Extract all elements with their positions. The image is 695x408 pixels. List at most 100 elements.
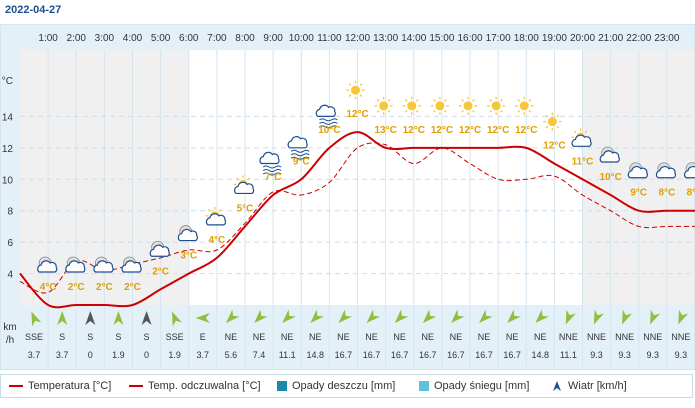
y-axis-label: °C: [2, 76, 13, 87]
wind-speed-label: 14.8: [307, 350, 325, 360]
x-tick-label: 7:00: [207, 33, 227, 44]
temperature-point-label: 2°C: [124, 282, 141, 293]
wind-arrow-icon: [282, 309, 296, 323]
wind-direction-label: NE: [281, 332, 294, 342]
wind-arrow-icon: [394, 309, 409, 323]
x-tick-label: 13:00: [373, 33, 398, 44]
wind-arrow-icon: [57, 311, 68, 325]
wind-direction-label: NE: [393, 332, 406, 342]
y-tick-label: 14: [2, 112, 14, 123]
wind-speed-label: 9.3: [590, 350, 603, 360]
cloud-night-icon: [65, 256, 86, 273]
wind-direction-label: NNE: [671, 332, 690, 342]
x-tick-label: 17:00: [486, 33, 511, 44]
temperature-point-label: 2°C: [152, 266, 169, 277]
temperature-point-label: 5°C: [237, 203, 254, 214]
x-tick-label: 9:00: [263, 33, 283, 44]
wind-arrow-icon: [195, 313, 210, 323]
wind-arrow-icon: [254, 309, 268, 323]
wind-speed-label: 16.7: [447, 350, 465, 360]
y-tick-label: 12: [2, 144, 14, 155]
temperature-point-label: 7°C: [265, 172, 282, 183]
cloud-night-icon: [684, 162, 695, 179]
temperature-point-label: 4°C: [40, 282, 57, 293]
x-tick-label: 11:00: [317, 33, 342, 44]
wind-unit-label: km: [3, 322, 16, 333]
y-tick-label: 10: [2, 175, 14, 186]
wind-direction-label: NNE: [643, 332, 662, 342]
forecast-date: 2022-04-27: [5, 4, 62, 16]
sun-icon: [543, 112, 562, 131]
x-tick-label: 6:00: [179, 33, 199, 44]
wind-arrow-icon: [565, 309, 576, 325]
wind-speed-label: 16.7: [391, 350, 409, 360]
temperature-point-label: 12°C: [543, 141, 565, 152]
x-tick-label: 20:00: [570, 33, 595, 44]
legend-feels-like-swatch: [129, 385, 143, 387]
y-axis-panel: [0, 50, 20, 305]
x-tick-label: 22:00: [626, 33, 651, 44]
wind-arrow-icon: [593, 309, 604, 325]
y-tick-label: 6: [7, 238, 13, 249]
wind-arrow-icon: [141, 311, 152, 325]
wind-arrow-icon: [535, 309, 549, 323]
cloud-night-icon: [37, 256, 58, 273]
fog-cloud-icon: [315, 104, 338, 129]
wind-speed-label: 16.7: [475, 350, 493, 360]
cloud-night-icon: [93, 256, 114, 273]
sun-icon: [430, 96, 449, 115]
wind-arrow-icon: [310, 309, 324, 323]
wind-direction-label: NE: [534, 332, 547, 342]
cloud-night-icon: [627, 162, 648, 179]
wind-arrow-icon: [225, 309, 240, 323]
fog-cloud-icon: [287, 136, 310, 160]
temperature-line: [19, 131, 695, 309]
legend-rain: Opady deszczu [mm]: [277, 375, 395, 397]
wind-speed-label: 9.3: [675, 350, 688, 360]
wind-speed-label: 0: [144, 350, 149, 360]
wind-arrow-icon: [113, 311, 124, 325]
temperature-point-label: 2°C: [96, 282, 113, 293]
wind-speed-label: 3.7: [28, 350, 41, 360]
sun-icon: [374, 96, 393, 115]
wind-speed-label: 16.7: [363, 350, 381, 360]
wind-direction-label: S: [115, 332, 121, 342]
cloud-night-icon: [599, 146, 620, 163]
sun-cloud-icon: [571, 128, 592, 147]
temperature-point-label: 12°C: [459, 125, 481, 136]
legend-wind-label: Wiatr [km/h]: [568, 380, 627, 392]
wind-speed-label: 9.3: [647, 350, 660, 360]
wind-speed-label: 1.9: [168, 350, 181, 360]
wind-arrow-icon: [479, 309, 493, 323]
temperature-point-label: 10°C: [318, 125, 340, 136]
wind-direction-label: S: [87, 332, 93, 342]
temperature-point-label: 2°C: [68, 282, 85, 293]
wind-direction-label: NNE: [559, 332, 578, 342]
wind-speed-label: 14.8: [532, 350, 550, 360]
wind-arrow-icon: [172, 311, 182, 327]
wind-panel: [0, 305, 695, 370]
wind-arrow-icon: [622, 309, 632, 325]
x-tick-label: 23:00: [654, 33, 679, 44]
wind-direction-label: NNE: [587, 332, 606, 342]
x-tick-label: 5:00: [151, 33, 171, 44]
wind-direction-label: NE: [337, 332, 350, 342]
fog-cloud-icon: [259, 151, 282, 176]
legend-temperature-label: Temperatura [°C]: [28, 380, 112, 392]
wind-direction-label: NNE: [615, 332, 634, 342]
wind-direction-label: NE: [253, 332, 266, 342]
wind-direction-label: SSE: [25, 332, 43, 342]
hour-axis-panel: [0, 24, 695, 50]
sun-icon: [459, 96, 477, 115]
wind-arrow-icon: [450, 309, 465, 323]
legend-wind: Wiatr [km/h]: [551, 375, 627, 397]
legend-rain-swatch: [277, 381, 287, 391]
sun-icon: [515, 96, 534, 115]
sun-icon: [487, 96, 506, 115]
wind-arrow-icon: [85, 311, 96, 325]
wind-speed-label: 9.3: [618, 350, 631, 360]
temperature-point-label: 12°C: [431, 125, 453, 136]
feels-like-line: [19, 142, 695, 294]
y-tick-label: 8: [7, 207, 13, 218]
x-tick-label: 19:00: [542, 33, 567, 44]
